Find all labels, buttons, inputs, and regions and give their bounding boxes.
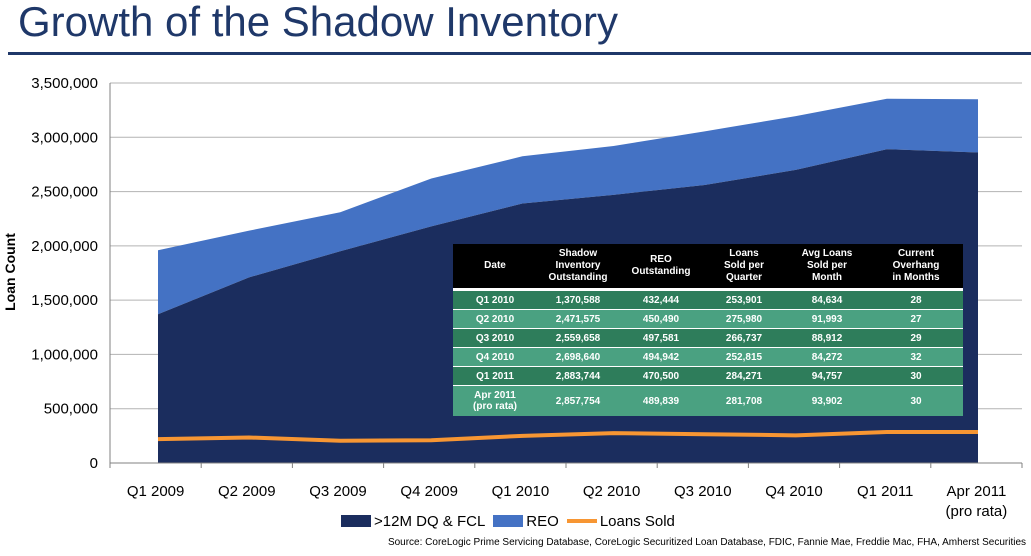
table-cell: 489,839 (619, 385, 703, 416)
table-cell: 284,271 (703, 366, 785, 386)
x-tick-label: Q3 2009 (309, 483, 367, 500)
table-cell: 30 (869, 366, 963, 386)
legend-swatch (493, 515, 524, 527)
chart-legend: >12M DQ & FCL REO Loans Sold (341, 510, 683, 532)
x-tick-label: Apr 2011 (947, 483, 1007, 500)
table-row: Q1 2011 2,883,744 470,500 284,271 94,757 30 (453, 366, 963, 386)
x-tick-label: Q4 2010 (765, 483, 823, 500)
legend-item: Loans Sold (566, 512, 675, 530)
y-tick-label: 3,500,000 (31, 75, 98, 92)
table-cell: Q4 2010 (453, 347, 537, 367)
table-cell: 1,370,588 (537, 289, 619, 310)
legend-label: Loans Sold (599, 512, 675, 530)
table-header-cell: Loans Sold per Quarter (703, 244, 785, 290)
x-tick-label: (pro rata) (946, 503, 1008, 520)
table-cell: 2,471,575 (537, 309, 619, 329)
axes (109, 83, 1023, 468)
table-cell: 281,708 (703, 385, 785, 416)
x-tick-label: Q3 2010 (674, 483, 732, 500)
line-series (157, 430, 978, 443)
x-tick-label: Q1 2010 (492, 483, 550, 500)
y-tick-label: 2,000,000 (31, 238, 98, 255)
table-row: Q2 2010 2,471,575 450,490 275,980 91,993 27 (453, 309, 963, 329)
table-cell: 27 (869, 309, 963, 329)
table-cell: 84,634 (785, 289, 869, 310)
x-tick-label: Q2 2010 (583, 483, 641, 500)
table-cell: 88,912 (785, 328, 869, 348)
table-row: Q1 2010 1,370,588 432,444 253,901 84,634 28 (453, 289, 963, 310)
legend-swatch (566, 519, 597, 523)
x-tick-label: Q4 2009 (400, 483, 458, 500)
table-body: Q1 2010 1,370,588 432,444 253,901 84,634 28 Q2… (453, 289, 963, 416)
x-tick-labels: Q1 2009 Q2 2009 Q3 2009 Q4 2009 Q1 2010 Q2 20… (127, 483, 1007, 520)
table-cell: 450,490 (619, 309, 703, 329)
table-cell: 252,815 (703, 347, 785, 367)
table-header-row: Date Shadow Inventory Outstanding REO Outstan… (453, 244, 963, 290)
table-header-cell: Current Overhang in Months (869, 244, 963, 290)
shadow-inventory-table: Date Shadow Inventory Outstanding REO Outstan… (453, 244, 963, 416)
table-header-cell: Shadow Inventory Outstanding (537, 244, 619, 290)
legend-item: >12M DQ & FCL (341, 513, 485, 530)
table-row: Q3 2010 2,559,658 497,581 266,737 88,912 29 (453, 328, 963, 348)
table-cell: 2,857,754 (537, 385, 619, 416)
table-cell: 494,942 (619, 347, 703, 367)
table-row: Q4 2010 2,698,640 494,942 252,815 84,272 32 (453, 347, 963, 367)
table-cell: Q1 2010 (453, 289, 537, 310)
table-cell: 275,980 (703, 309, 785, 329)
y-tick-label: 3,000,000 (31, 129, 98, 146)
table-cell: 84,272 (785, 347, 869, 367)
y-axis-title: Loan Count (2, 233, 18, 311)
table-cell: Apr 2011 (pro rata) (453, 385, 537, 416)
chart-title: Growth of the Shadow Inventory (18, 0, 618, 45)
table-cell: 497,581 (619, 328, 703, 348)
table-cell: Q2 2010 (453, 309, 537, 329)
table-cell: 29 (869, 328, 963, 348)
y-tick-label: 0 (90, 455, 98, 472)
title-underline (8, 52, 1031, 55)
x-tick-label: Q2 2009 (218, 483, 276, 500)
y-tick-labels: 3,500,000 3,000,000 2,500,000 2,000,000 1,50… (31, 75, 98, 472)
table-cell: 266,737 (703, 328, 785, 348)
y-tick-label: 1,500,000 (31, 292, 98, 309)
table-cell: 470,500 (619, 366, 703, 386)
table-cell: Q3 2010 (453, 328, 537, 348)
table-cell: 94,757 (785, 366, 869, 386)
table-cell: 2,559,658 (537, 328, 619, 348)
y-tick-label: 500,000 (44, 401, 98, 418)
legend-item: REO (493, 513, 559, 530)
x-tick-label: Q1 2011 (857, 483, 913, 500)
reo-area (158, 98, 978, 315)
legend-label: REO (526, 512, 559, 530)
source-note: Source: CoreLogic Prime Servicing Databa… (387, 537, 1026, 548)
table-cell: Q1 2011 (453, 366, 537, 386)
table-row: Apr 2011 (pro rata) 2,857,754 489,839 281,70… (453, 385, 963, 416)
table-cell: 30 (869, 385, 963, 416)
table-cell: 28 (869, 289, 963, 310)
y-tick-label: 1,000,000 (31, 346, 98, 363)
table-header-cell: REO Outstanding (619, 244, 703, 290)
table-cell: 91,993 (785, 309, 869, 329)
table-cell: 93,902 (785, 385, 869, 416)
table-cell: 253,901 (703, 289, 785, 310)
legend-label: >12M DQ & FCL (374, 512, 486, 530)
table-cell: 32 (869, 347, 963, 367)
table-cell: 2,883,744 (537, 366, 619, 386)
x-tick-label: Q1 2009 (127, 483, 185, 500)
table-cell: 432,444 (619, 289, 703, 310)
y-tick-label: 2,500,000 (31, 184, 98, 201)
legend-swatch (341, 515, 371, 527)
table-header-cell: Avg Loans Sold per Month (785, 244, 869, 290)
table-cell: 2,698,640 (537, 347, 619, 367)
table-header-cell: Date (453, 244, 537, 290)
loans-sold-line (157, 430, 978, 443)
